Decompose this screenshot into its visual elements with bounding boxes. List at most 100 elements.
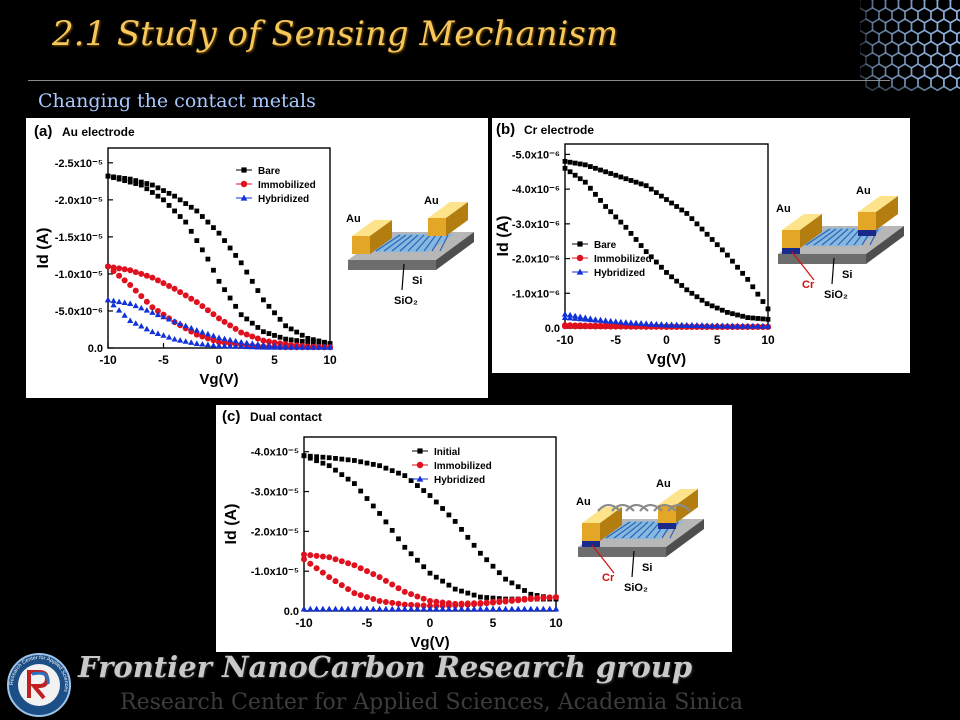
data-point xyxy=(288,326,294,332)
data-point xyxy=(271,339,278,346)
schematic-label: Au xyxy=(856,185,871,197)
data-point xyxy=(304,344,311,350)
y-tick-label: 0.0 xyxy=(545,323,560,335)
data-point xyxy=(161,188,166,193)
data-point xyxy=(465,534,471,540)
data-point xyxy=(205,256,211,262)
data-point xyxy=(502,597,509,604)
data-point xyxy=(566,311,574,318)
sio2-arrow xyxy=(631,550,635,578)
y-tick-label: -3.0x10⁻⁵ xyxy=(251,487,299,499)
data-point xyxy=(745,315,751,320)
data-point xyxy=(272,310,277,316)
sio2-arrow xyxy=(831,257,835,285)
data-point xyxy=(477,600,484,607)
data-point xyxy=(562,322,568,329)
data-point xyxy=(132,269,139,276)
legend-label: Hybridized xyxy=(594,268,645,279)
series-initial xyxy=(301,453,559,602)
data-point xyxy=(132,320,139,326)
data-point xyxy=(105,263,111,270)
data-point xyxy=(709,303,715,309)
data-point xyxy=(433,598,440,605)
data-point xyxy=(415,483,420,488)
data-point xyxy=(607,322,614,329)
data-point xyxy=(709,237,715,242)
y-tick-label: -2.5x10⁻⁵ xyxy=(55,158,103,170)
data-point xyxy=(194,208,200,214)
nanotube-strand xyxy=(645,521,661,539)
nanotube-strand xyxy=(837,228,855,246)
data-point xyxy=(618,219,624,225)
data-point xyxy=(364,496,370,501)
data-point xyxy=(283,336,288,342)
data-point xyxy=(226,336,234,343)
data-point xyxy=(730,311,735,317)
data-point xyxy=(221,318,228,325)
data-point xyxy=(408,478,414,483)
schematic-label: Cr xyxy=(802,279,815,291)
data-point xyxy=(122,175,128,181)
data-point xyxy=(305,339,311,345)
data-point xyxy=(172,193,177,199)
nanotube-strand xyxy=(439,234,449,252)
x-tick-label: -10 xyxy=(295,616,313,630)
nanotube-strand xyxy=(407,234,425,252)
data-point xyxy=(320,460,326,466)
data-point xyxy=(561,314,569,320)
data-point xyxy=(414,602,421,609)
data-point xyxy=(254,341,261,347)
data-point xyxy=(243,343,250,350)
data-point xyxy=(338,582,345,589)
data-point xyxy=(459,526,464,532)
data-point xyxy=(313,565,320,572)
y-tick-label: -4.0x10⁻⁵ xyxy=(251,447,299,459)
data-point xyxy=(364,460,370,466)
data-point xyxy=(714,242,720,248)
data-point xyxy=(265,342,273,348)
data-point xyxy=(232,343,239,349)
data-point xyxy=(638,320,645,326)
data-point xyxy=(477,605,484,612)
data-point xyxy=(227,322,234,329)
data-point xyxy=(183,219,189,225)
data-point xyxy=(351,590,358,597)
data-point xyxy=(182,292,189,299)
data-point xyxy=(668,321,675,328)
data-point xyxy=(452,519,458,524)
data-point xyxy=(628,230,634,236)
data-point xyxy=(110,297,117,304)
data-point xyxy=(593,191,598,197)
lattice-cell xyxy=(956,31,960,45)
legend-label: Immobilized xyxy=(434,461,492,472)
data-point xyxy=(582,322,589,329)
data-point xyxy=(612,322,619,329)
data-point xyxy=(133,181,139,186)
data-point xyxy=(389,581,396,588)
schematic-label: Au xyxy=(656,478,671,490)
data-point xyxy=(633,237,639,242)
data-point xyxy=(138,293,145,300)
data-point xyxy=(439,599,446,606)
data-point xyxy=(464,605,471,612)
data-point xyxy=(389,468,395,474)
data-point xyxy=(709,322,716,328)
legend-label: Hybridized xyxy=(258,194,309,205)
data-point xyxy=(470,605,478,612)
x-tick-label: -5 xyxy=(158,353,169,367)
data-point xyxy=(704,231,710,237)
data-point xyxy=(127,179,133,185)
data-point xyxy=(216,230,222,236)
data-point xyxy=(238,338,245,345)
data-point xyxy=(351,605,358,612)
data-point xyxy=(301,556,307,563)
data-point xyxy=(319,553,326,560)
nanotube-strand xyxy=(869,228,879,246)
data-point xyxy=(396,536,401,542)
legend-label: Initial xyxy=(434,447,460,458)
data-point xyxy=(138,179,144,185)
data-point xyxy=(166,282,173,289)
data-point xyxy=(171,318,178,324)
chart-panel-c: (c) Dual contact -10 -5 0 5 10 0.0 -1.0x10⁻⁵ -2.0… xyxy=(216,405,732,652)
data-point xyxy=(305,335,311,341)
